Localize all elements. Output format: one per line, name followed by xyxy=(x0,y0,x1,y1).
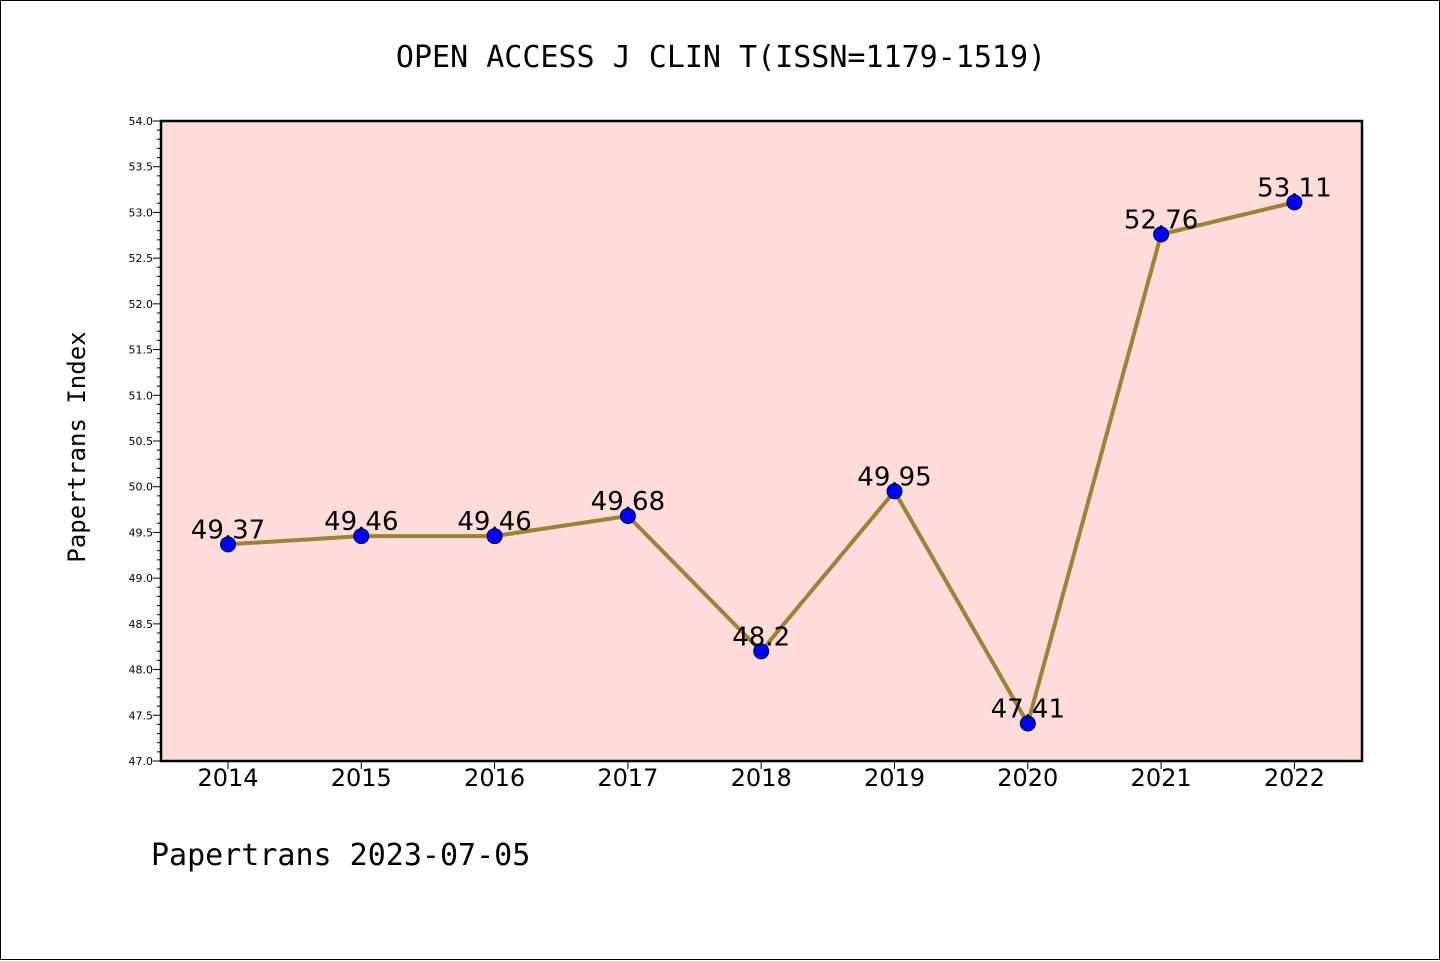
data-label: 53.11 xyxy=(1257,173,1331,203)
y-tick-label: 53.5 xyxy=(129,161,154,174)
data-point xyxy=(1153,226,1170,243)
data-point xyxy=(1019,715,1036,732)
y-tick-label: 51.0 xyxy=(129,389,154,402)
y-tick-label: 49.5 xyxy=(129,526,154,539)
data-point xyxy=(1286,194,1303,211)
x-tick-label: 2018 xyxy=(731,764,792,792)
data-label: 48.2 xyxy=(732,622,790,652)
x-tick-label: 2022 xyxy=(1264,764,1325,792)
data-label: 49.95 xyxy=(857,462,931,492)
y-tick-label: 49.0 xyxy=(129,572,154,585)
x-tick-label: 2016 xyxy=(464,764,525,792)
y-axis-label: Papertrans Index xyxy=(63,331,91,562)
x-tick-label: 2021 xyxy=(1131,764,1192,792)
y-tick-label: 52.5 xyxy=(129,252,154,265)
y-tick-label: 52.0 xyxy=(129,298,154,311)
data-label: 47.41 xyxy=(991,695,1065,725)
data-label: 49.46 xyxy=(457,507,531,537)
x-tick-label: 2019 xyxy=(864,764,925,792)
data-point xyxy=(220,536,236,553)
y-tick-label: 50.5 xyxy=(129,435,154,448)
y-tick-label: 48.0 xyxy=(129,664,154,677)
data-labels: 49.37 49.46 49.46 49.68 48.2 49.95 47.41 52.76 5… xyxy=(191,173,1332,724)
data-label: 49.46 xyxy=(324,507,398,537)
y-tick-label: 50.0 xyxy=(129,481,154,494)
x-tick-label: 2020 xyxy=(997,764,1058,792)
data-point xyxy=(753,643,770,660)
y-tick-label: 47.0 xyxy=(129,755,154,768)
x-axis: 2014 2015 2016 2017 2018 2019 2020 2021 2022 xyxy=(197,761,1325,792)
chart-title: OPEN ACCESS J CLIN T(ISSN=1179-1519) xyxy=(396,40,1046,75)
plot-border xyxy=(159,119,1364,763)
data-label: 52.76 xyxy=(1124,205,1198,235)
y-tick-label: 54.0 xyxy=(129,115,154,128)
data-point xyxy=(353,528,370,545)
data-point xyxy=(886,483,903,500)
x-tick-label: 2015 xyxy=(331,764,392,792)
data-point xyxy=(486,528,503,545)
footer-caption: Papertrans 2023-07-05 xyxy=(151,838,530,873)
y-tick-label: 53.0 xyxy=(129,206,154,219)
x-tick-label: 2014 xyxy=(197,764,258,792)
x-tick-label: 2017 xyxy=(597,764,658,792)
y-tick-label: 51.5 xyxy=(129,344,154,357)
y-axis: 47.0 47.5 48.0 48.5 49.0 49.5 50.0 50.5 51.0 51.5… xyxy=(129,115,161,768)
y-tick-label: 47.5 xyxy=(129,709,154,722)
data-point xyxy=(619,507,636,524)
data-points xyxy=(220,194,1303,732)
data-label: 49.37 xyxy=(191,515,265,545)
y-tick-label: 48.5 xyxy=(129,618,154,631)
data-label: 49.68 xyxy=(591,487,665,517)
